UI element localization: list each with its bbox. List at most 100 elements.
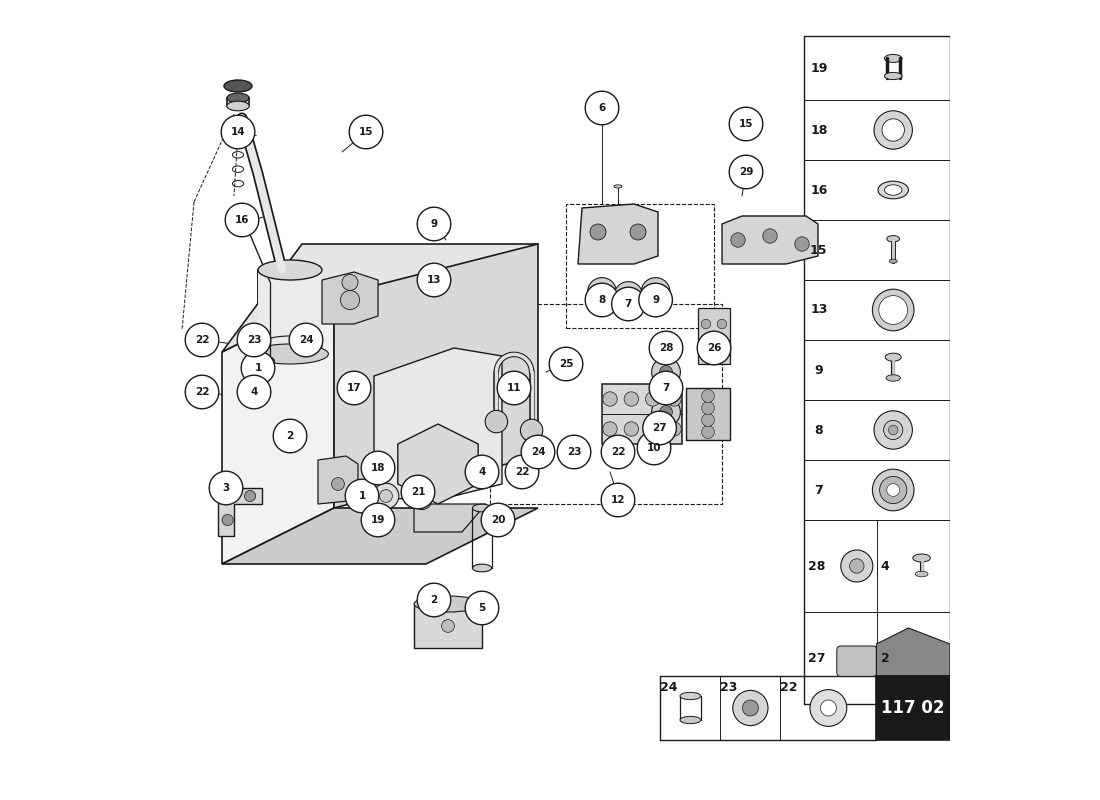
Circle shape <box>810 690 847 726</box>
Ellipse shape <box>224 80 252 92</box>
Circle shape <box>849 558 864 573</box>
Text: 19: 19 <box>810 62 827 74</box>
Circle shape <box>621 290 635 302</box>
Text: 17: 17 <box>346 383 361 393</box>
Circle shape <box>602 435 635 469</box>
Circle shape <box>505 455 539 489</box>
Circle shape <box>742 700 758 716</box>
Ellipse shape <box>887 235 900 242</box>
Text: 22: 22 <box>780 681 798 694</box>
Circle shape <box>238 375 271 409</box>
Circle shape <box>874 110 912 149</box>
Circle shape <box>795 237 810 251</box>
Ellipse shape <box>889 259 898 263</box>
Circle shape <box>651 398 681 426</box>
Polygon shape <box>318 456 358 504</box>
Circle shape <box>603 392 617 406</box>
Ellipse shape <box>614 185 622 188</box>
Ellipse shape <box>915 571 928 577</box>
Circle shape <box>733 690 768 726</box>
Circle shape <box>612 287 646 321</box>
Circle shape <box>361 503 395 537</box>
Text: 22: 22 <box>195 387 209 397</box>
Circle shape <box>289 323 322 357</box>
Ellipse shape <box>913 554 931 562</box>
Circle shape <box>651 358 681 386</box>
Circle shape <box>373 483 399 509</box>
Circle shape <box>602 483 635 517</box>
Polygon shape <box>258 270 322 346</box>
Text: 9: 9 <box>652 295 659 305</box>
Circle shape <box>417 495 427 505</box>
Text: 27: 27 <box>652 423 667 433</box>
Circle shape <box>840 550 872 582</box>
Text: 21: 21 <box>410 487 426 497</box>
Circle shape <box>417 263 451 297</box>
Polygon shape <box>602 384 682 444</box>
Circle shape <box>222 514 233 526</box>
Circle shape <box>221 115 255 149</box>
Circle shape <box>730 233 745 247</box>
Ellipse shape <box>886 354 901 362</box>
Circle shape <box>465 455 498 489</box>
Ellipse shape <box>884 72 902 80</box>
Text: 18: 18 <box>371 463 385 473</box>
Text: 4: 4 <box>251 387 257 397</box>
Text: 24: 24 <box>299 335 314 345</box>
Circle shape <box>520 419 542 442</box>
Circle shape <box>345 479 378 513</box>
Text: 16: 16 <box>810 183 827 197</box>
Ellipse shape <box>258 336 322 356</box>
Polygon shape <box>322 272 378 324</box>
Circle shape <box>361 451 395 485</box>
Circle shape <box>417 207 451 241</box>
Circle shape <box>402 475 434 509</box>
Circle shape <box>667 422 681 436</box>
Circle shape <box>549 347 583 381</box>
Circle shape <box>209 471 243 505</box>
Text: 29: 29 <box>739 167 754 177</box>
Text: 16: 16 <box>234 215 250 225</box>
Text: 26: 26 <box>706 343 722 353</box>
Ellipse shape <box>884 54 902 62</box>
Text: 1: 1 <box>359 491 365 501</box>
Circle shape <box>342 274 358 290</box>
Circle shape <box>702 390 714 402</box>
Text: 2: 2 <box>286 431 294 441</box>
Circle shape <box>702 414 714 426</box>
Circle shape <box>603 422 617 436</box>
Ellipse shape <box>916 644 927 650</box>
Circle shape <box>641 278 670 306</box>
Circle shape <box>649 331 683 365</box>
Text: 15: 15 <box>739 119 754 129</box>
Text: 23: 23 <box>566 447 581 457</box>
Circle shape <box>717 319 727 329</box>
Circle shape <box>701 343 711 353</box>
Circle shape <box>879 295 908 324</box>
Text: 12: 12 <box>610 495 625 505</box>
Circle shape <box>649 371 683 405</box>
Text: 4: 4 <box>478 467 486 477</box>
Text: 8: 8 <box>814 423 823 437</box>
Ellipse shape <box>472 504 492 512</box>
Circle shape <box>667 392 681 406</box>
Circle shape <box>660 366 672 378</box>
Ellipse shape <box>472 564 492 572</box>
Text: 19: 19 <box>371 515 385 525</box>
Text: 23: 23 <box>719 681 737 694</box>
Circle shape <box>521 435 554 469</box>
Text: 22: 22 <box>610 447 625 457</box>
Polygon shape <box>414 504 486 532</box>
Text: europ: europ <box>287 398 525 466</box>
Circle shape <box>412 490 431 510</box>
Ellipse shape <box>878 182 909 198</box>
Ellipse shape <box>258 260 322 280</box>
Circle shape <box>717 343 727 353</box>
Text: 7: 7 <box>662 383 670 393</box>
Text: 28: 28 <box>659 343 673 353</box>
Circle shape <box>349 115 383 149</box>
Polygon shape <box>218 488 262 536</box>
Circle shape <box>338 371 371 405</box>
Circle shape <box>660 406 672 418</box>
Circle shape <box>185 323 219 357</box>
